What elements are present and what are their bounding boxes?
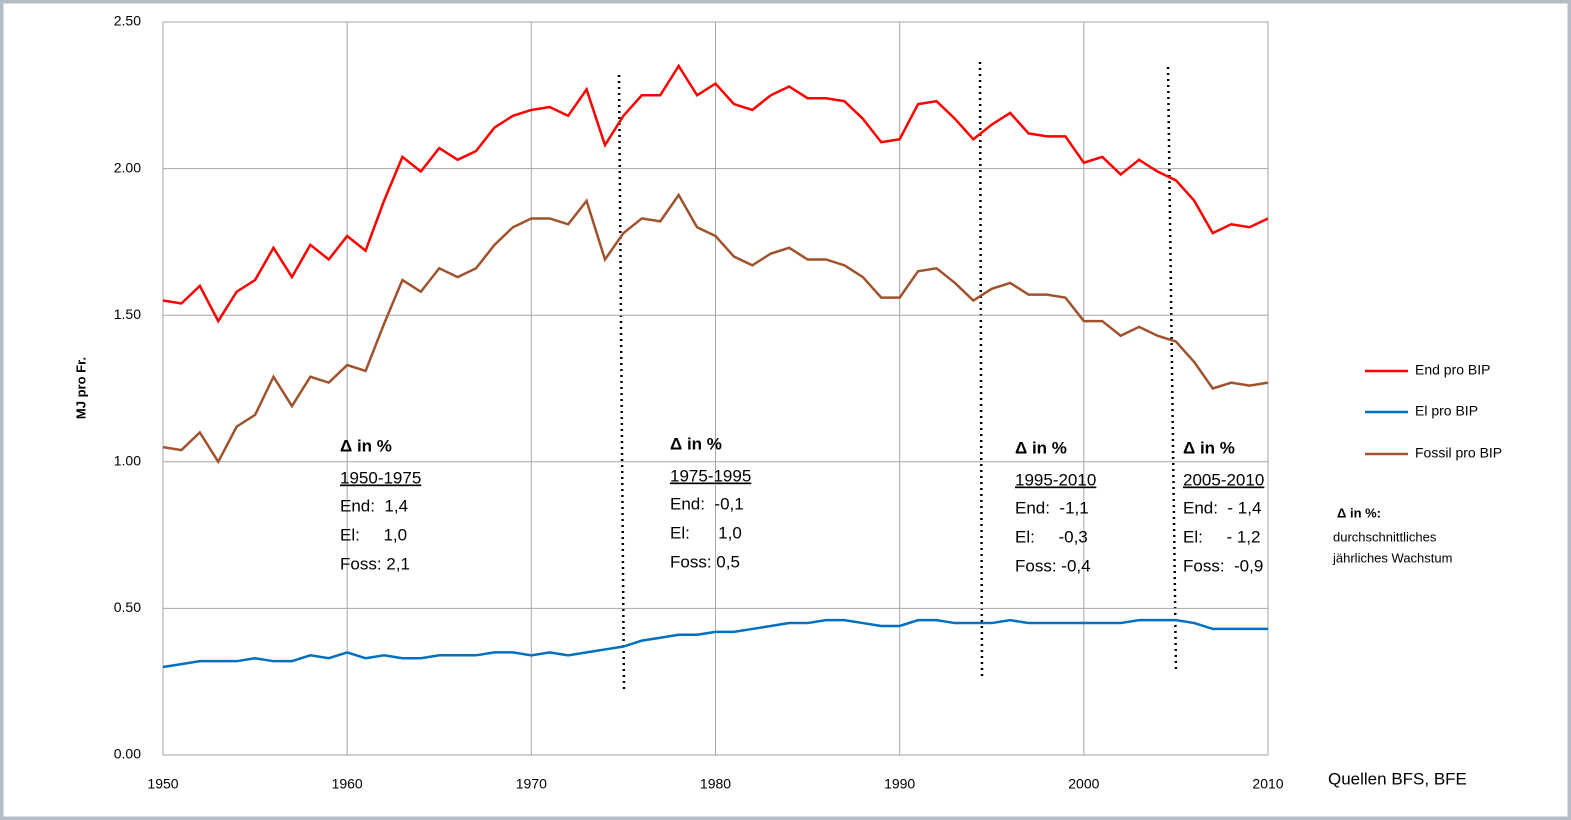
annotation-line: End: - 1,4 <box>1183 498 1261 517</box>
period-divider <box>1166 66 1178 673</box>
period-divider <box>617 74 626 694</box>
annotation-line: El: - 1,2 <box>1183 527 1260 546</box>
annotation-heading: Δ in % <box>670 434 722 453</box>
y-tick-label: 0.00 <box>114 746 141 762</box>
annotation-heading: Δ in % <box>1015 438 1067 457</box>
annotation-line: End: -0,1 <box>670 494 744 513</box>
annotation-period: 1995-2010 <box>1015 470 1096 489</box>
series-line <box>162 618 1268 669</box>
annotation-period: 1975-1995 <box>670 466 751 485</box>
x-tick-label: 2010 <box>1252 776 1283 792</box>
x-tick-label: 2000 <box>1068 776 1099 792</box>
x-tick-label: 1970 <box>516 776 547 792</box>
note-heading: Δ in %: <box>1337 505 1381 520</box>
annotation-line: Foss: 2,1 <box>340 554 410 573</box>
legend-label: El pro BIP <box>1415 403 1478 419</box>
annotation-line: Foss: -0,4 <box>1015 556 1091 575</box>
annotation-line: El: 1,0 <box>340 525 407 544</box>
y-tick-label: 2.00 <box>114 159 141 175</box>
series-line <box>162 63 1269 324</box>
annotation-line: Foss: -0,9 <box>1183 556 1263 575</box>
annotation-line: El: 1,0 <box>670 523 742 542</box>
period-divider <box>978 61 984 681</box>
y-tick-label: 2.50 <box>114 13 141 29</box>
legend-label: End pro BIP <box>1415 362 1491 378</box>
source: Quellen BFS, BFE <box>1328 769 1467 788</box>
y-tick-label: 1.00 <box>114 453 141 469</box>
x-tick-label: 1980 <box>700 776 731 792</box>
x-tick-label: 1950 <box>147 776 178 792</box>
annotation-line: El: -0,3 <box>1015 527 1088 546</box>
annotation-line: Foss: 0,5 <box>670 552 740 571</box>
annotation-heading: Δ in % <box>1183 438 1235 457</box>
annotation-heading: Δ in % <box>340 436 392 455</box>
annotation-period: 1950-1975 <box>340 468 421 487</box>
annotation-period: 2005-2010 <box>1183 470 1264 489</box>
x-tick-label: 1990 <box>884 776 915 792</box>
note-line: jährliches Wachstum <box>1332 550 1452 565</box>
legend-label: Fossil pro BIP <box>1415 445 1502 461</box>
y-tick-label: 0.50 <box>114 599 141 615</box>
note-line: durchschnittliches <box>1333 529 1437 544</box>
y-tick-label: 1.50 <box>114 306 141 322</box>
y-axis-label: MJ pro Fr. <box>73 357 88 419</box>
annotation-line: End: 1,4 <box>340 496 408 515</box>
annotation-line: End: -1,1 <box>1015 498 1089 517</box>
x-tick-label: 1960 <box>332 776 363 792</box>
series-line <box>162 192 1269 465</box>
